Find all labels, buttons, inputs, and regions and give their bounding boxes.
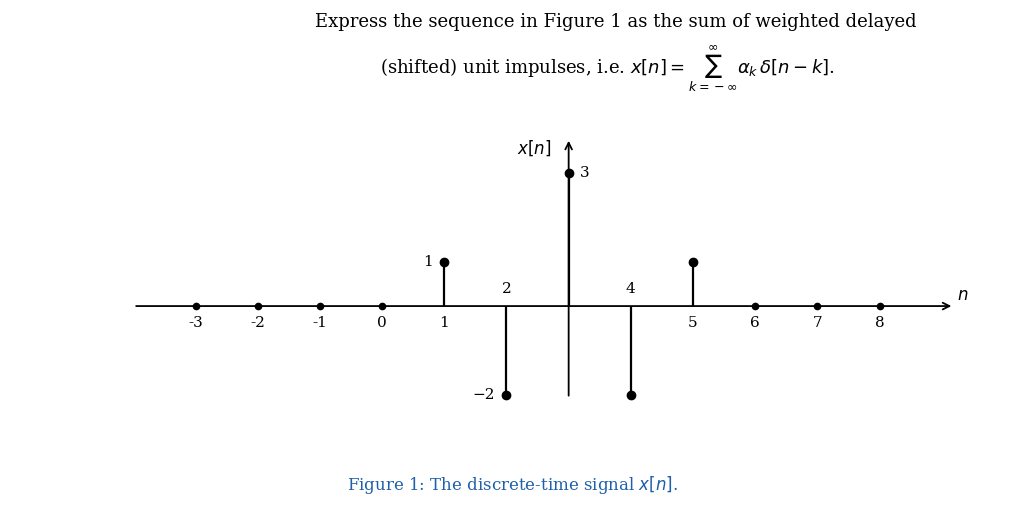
Text: 3: 3 [580, 167, 590, 180]
Text: 8: 8 [875, 316, 884, 330]
Text: -2: -2 [250, 316, 265, 330]
Text: $x[n]$: $x[n]$ [517, 138, 552, 158]
Text: Express the sequence in Figure 1 as the sum of weighted delayed: Express the sequence in Figure 1 as the … [315, 13, 916, 31]
Text: (shifted) unit impulses, i.e. $x[n] = \sum_{k=-\infty}^{\infty} \alpha_k\, \delt: (shifted) unit impulses, i.e. $x[n] = \s… [380, 43, 834, 95]
Text: 1: 1 [439, 316, 449, 330]
Text: −2: −2 [473, 387, 496, 402]
Text: 5: 5 [688, 316, 698, 330]
Text: 6: 6 [750, 316, 760, 330]
Text: 4: 4 [626, 283, 636, 296]
Text: 7: 7 [813, 316, 822, 330]
Text: 2: 2 [502, 283, 511, 296]
Text: -3: -3 [188, 316, 203, 330]
Text: 1: 1 [424, 255, 433, 269]
Text: 0: 0 [378, 316, 387, 330]
Text: -1: -1 [313, 316, 327, 330]
Text: $n$: $n$ [957, 287, 969, 304]
Text: Figure 1: The discrete-time signal $x[n]$.: Figure 1: The discrete-time signal $x[n]… [348, 474, 678, 496]
